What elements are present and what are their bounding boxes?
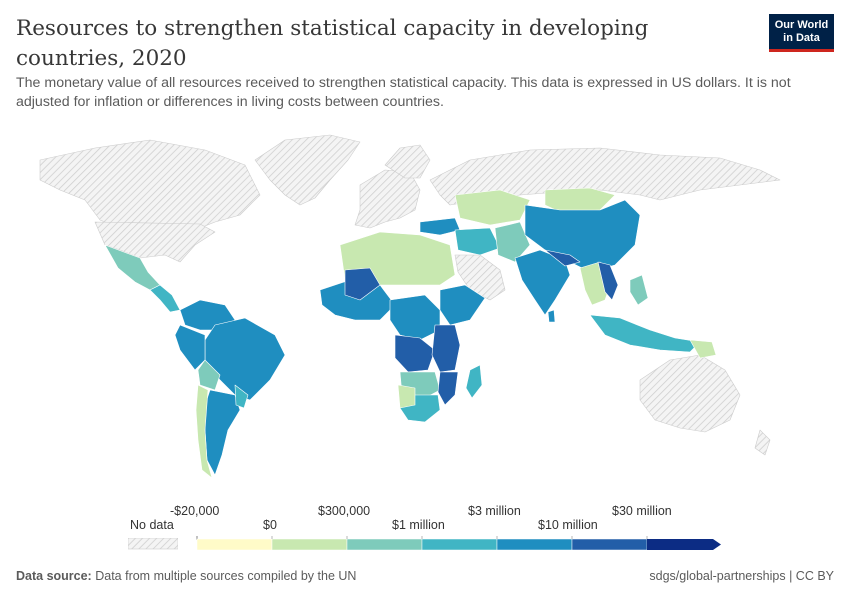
footer: Data source: Data from multiple sources … (16, 569, 834, 583)
region-paraguay-uruguay[interactable] (234, 384, 249, 409)
region-arabia[interactable] (454, 254, 506, 301)
legend-tick-minus-20000: -$20,000 (170, 504, 220, 518)
region-bolivia[interactable] (197, 359, 221, 391)
source-text: Data from multiple sources compiled by t… (95, 569, 357, 583)
logo-line-1: Our World (774, 19, 829, 31)
region-argentina[interactable] (204, 389, 241, 476)
legend-tick-0: $0 (263, 518, 277, 532)
region-middle-east[interactable] (454, 227, 501, 256)
region-east-africa[interactable] (431, 324, 461, 373)
region-new-zealand[interactable] (754, 429, 771, 456)
legend-bin-6 (571, 538, 648, 551)
region-scandinavia[interactable] (384, 144, 431, 179)
legend-tick-10-million: $10 million (538, 518, 598, 532)
world-map[interactable] (0, 120, 850, 495)
region-drc[interactable] (394, 334, 436, 373)
region-sahel[interactable] (344, 267, 381, 301)
legend-tick-30-million: $30 million (612, 504, 672, 518)
region-north-america-canada[interactable] (39, 139, 261, 231)
legend-color-bar (196, 536, 721, 551)
region-ethiopia-horn[interactable] (439, 284, 486, 326)
source-url[interactable]: sdgs/global-partnerships | CC BY (649, 569, 834, 583)
region-turkey[interactable] (419, 217, 461, 236)
region-central-asia[interactable] (454, 189, 531, 226)
region-europe-west[interactable] (354, 169, 421, 229)
legend-no-data-swatch (128, 538, 178, 550)
legend-bin-2 (271, 538, 348, 551)
region-afghanistan-pakistan[interactable] (494, 221, 531, 263)
region-vietnam-laos[interactable] (597, 261, 619, 301)
logo-line-2: in Data (783, 32, 820, 44)
legend-tick-300000: $300,000 (318, 504, 371, 518)
region-brazil[interactable] (204, 317, 286, 401)
legend-tick-3-million: $3 million (468, 504, 521, 518)
source-label: Data source: (16, 569, 92, 583)
legend-bin-3 (346, 538, 423, 551)
map-legend: No data -$20,000 $0 $300,000 $1 million … (0, 500, 850, 560)
region-mozambique[interactable] (437, 371, 459, 406)
legend-bin-7 (647, 539, 721, 550)
region-central-america[interactable] (149, 284, 181, 313)
region-philippines[interactable] (629, 274, 649, 306)
region-peru[interactable] (174, 324, 206, 371)
legend-bin-5 (496, 538, 573, 551)
region-australia[interactable] (639, 354, 741, 433)
region-madagascar[interactable] (465, 364, 483, 399)
region-namibia-botswana[interactable] (397, 384, 416, 409)
legend-bin-4 (421, 538, 498, 551)
region-nepal-bangladesh[interactable] (544, 249, 581, 267)
region-chile[interactable] (195, 384, 213, 479)
region-sri-lanka[interactable] (547, 309, 556, 323)
chart-title: Resources to strengthen statistical capa… (16, 16, 649, 71)
owid-logo[interactable]: Our World in Data (769, 14, 834, 52)
region-png[interactable] (689, 339, 717, 359)
region-indonesia[interactable] (589, 314, 701, 353)
legend-bin-1 (196, 538, 273, 551)
region-india[interactable] (514, 249, 571, 316)
legend-no-data-label: No data (130, 518, 174, 532)
region-central-africa[interactable] (389, 294, 441, 341)
chart-subtitle: The monetary value of all resources rece… (16, 75, 791, 110)
legend-tick-1-million: $1 million (392, 518, 445, 532)
region-greenland[interactable] (254, 134, 361, 206)
